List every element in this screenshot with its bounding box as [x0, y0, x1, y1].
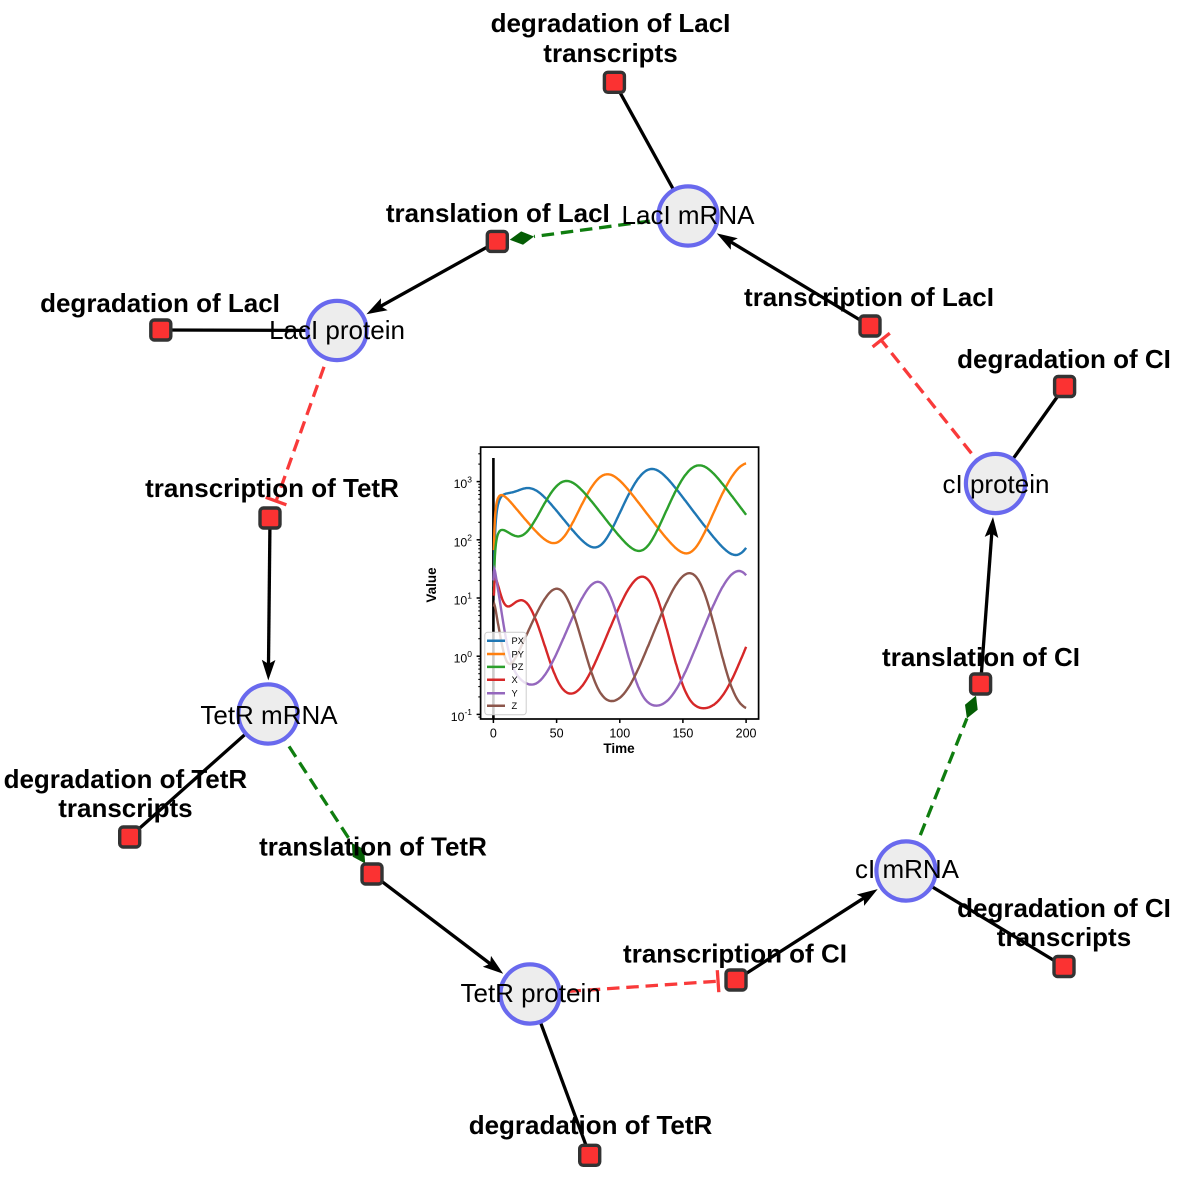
svg-text:PY: PY	[512, 649, 524, 659]
svg-text:TetR protein: TetR protein	[461, 978, 601, 1008]
svg-text:200: 200	[736, 726, 757, 740]
svg-text:transcripts: transcripts	[997, 922, 1131, 952]
svg-text:degradation of CI: degradation of CI	[957, 344, 1171, 374]
svg-text:degradation of LacI: degradation of LacI	[40, 288, 280, 318]
svg-text:cI mRNA: cI mRNA	[855, 854, 960, 884]
svg-text:Value: Value	[424, 567, 439, 603]
svg-text:transcription of CI: transcription of CI	[623, 939, 847, 969]
svg-text:PZ: PZ	[512, 662, 524, 672]
svg-text:transcription of LacI: transcription of LacI	[744, 282, 994, 312]
svg-text:degradation of TetR: degradation of TetR	[469, 1110, 713, 1140]
svg-text:LacI protein: LacI protein	[269, 315, 405, 345]
svg-text:cI protein: cI protein	[943, 469, 1050, 499]
svg-text:Y: Y	[512, 689, 518, 699]
svg-text:150: 150	[672, 726, 693, 740]
svg-text:translation of LacI: translation of LacI	[386, 198, 610, 228]
svg-text:degradation of CI: degradation of CI	[957, 893, 1171, 923]
svg-text:transcripts: transcripts	[58, 793, 192, 823]
svg-text:100: 100	[609, 726, 630, 740]
svg-text:PX: PX	[512, 636, 524, 646]
svg-text:X: X	[512, 675, 518, 685]
svg-text:50: 50	[550, 726, 564, 740]
svg-text:Z: Z	[512, 701, 518, 711]
svg-text:transcription of TetR: transcription of TetR	[145, 473, 399, 503]
svg-text:0: 0	[490, 726, 497, 740]
svg-text:translation of CI: translation of CI	[882, 642, 1080, 672]
svg-text:TetR mRNA: TetR mRNA	[200, 700, 338, 730]
svg-text:transcripts: transcripts	[543, 38, 677, 68]
svg-text:translation of TetR: translation of TetR	[259, 832, 487, 862]
svg-text:degradation of LacI: degradation of LacI	[491, 8, 731, 38]
svg-text:LacI mRNA: LacI mRNA	[622, 200, 756, 230]
svg-text:degradation of TetR: degradation of TetR	[4, 764, 248, 794]
svg-text:Time: Time	[603, 741, 635, 756]
